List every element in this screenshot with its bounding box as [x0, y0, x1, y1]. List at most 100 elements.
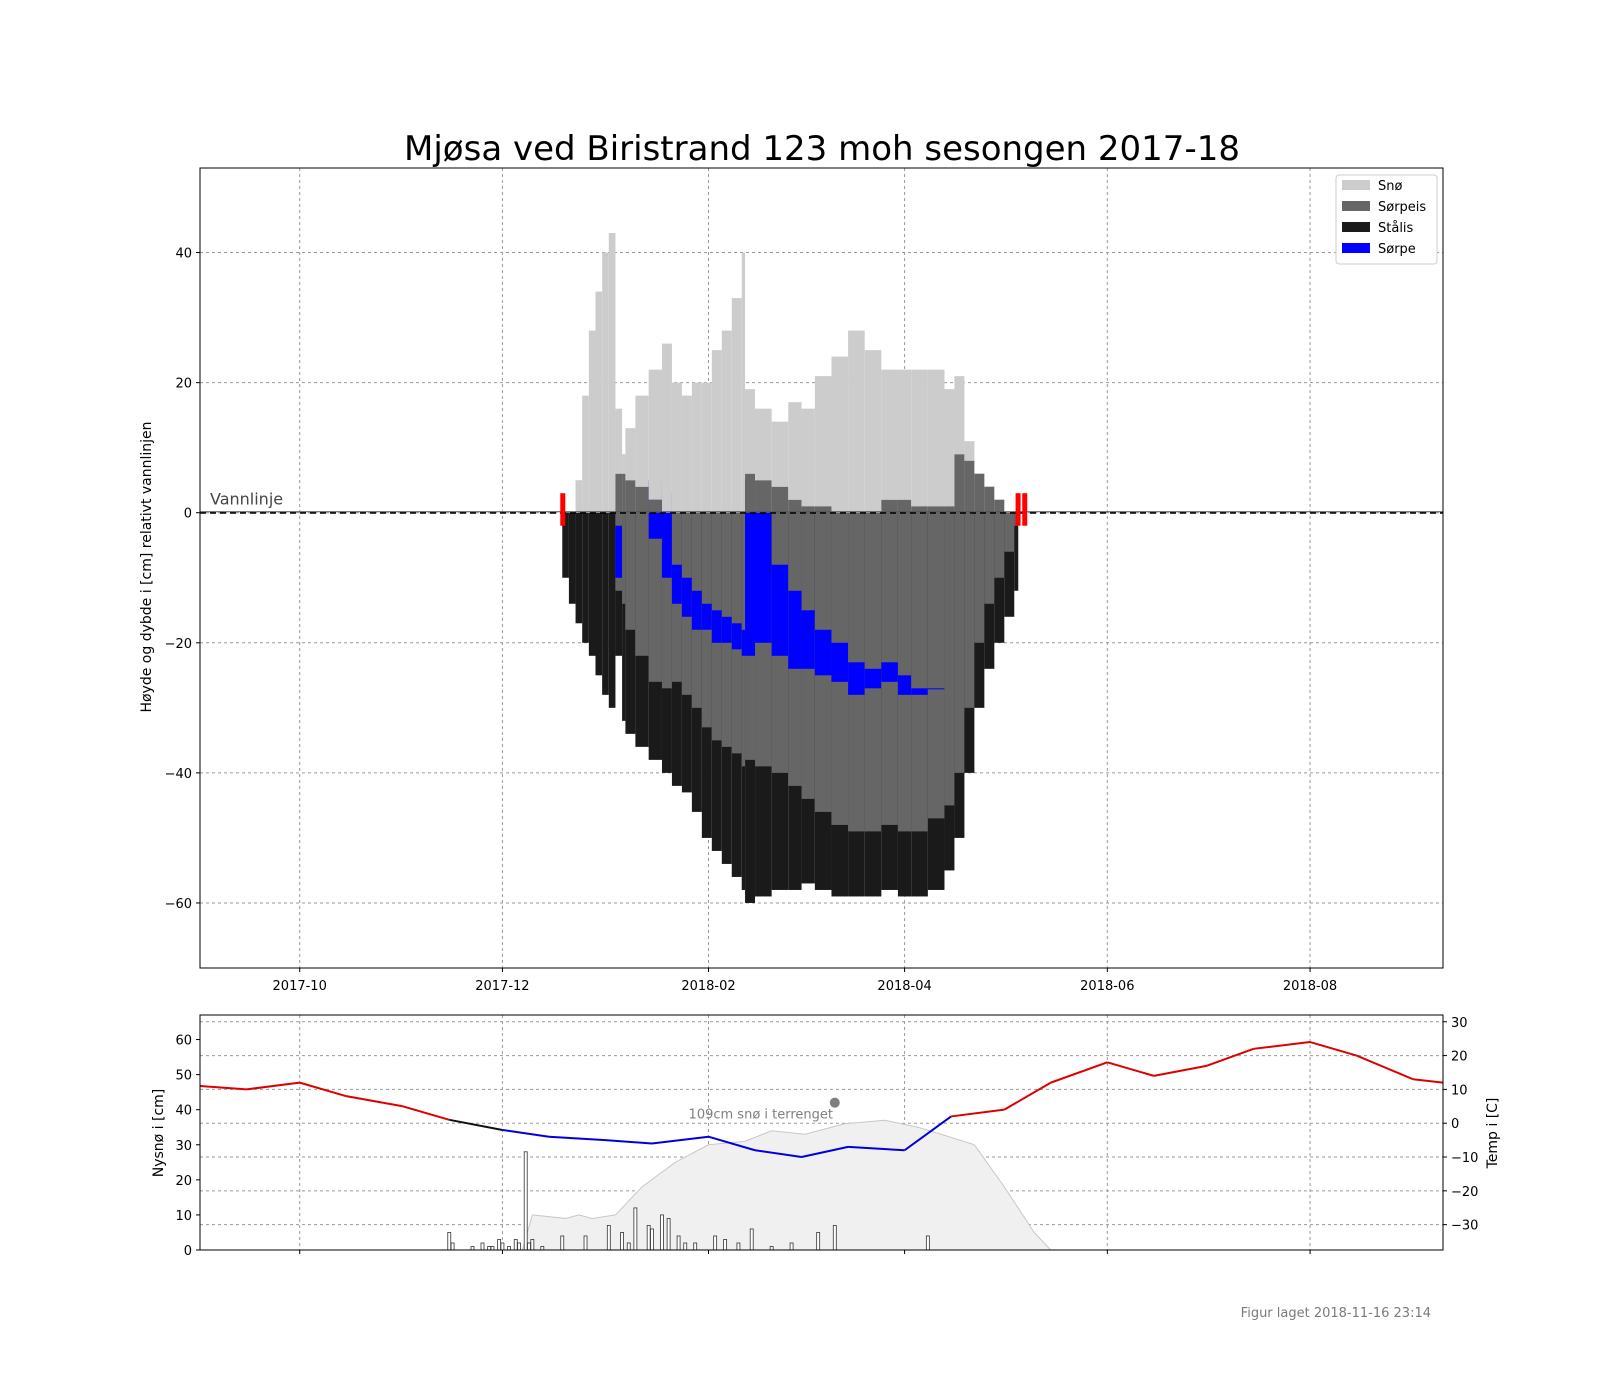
bar-sno — [691, 382, 702, 513]
bar-sno — [711, 350, 722, 513]
top-x-tick-label: 2018-06 — [1080, 979, 1134, 994]
bar-sorpeis-above — [745, 473, 756, 513]
top-extra: Vannlinje — [200, 490, 1443, 526]
bottom-y-tick-label: 60 — [175, 1034, 192, 1049]
new-snow-bar — [500, 1242, 505, 1251]
new-snow-bar — [832, 1225, 837, 1251]
bar-sorpe — [615, 525, 623, 578]
legend: Snø Sørpeis Stålis Sørpe — [1335, 174, 1438, 265]
new-snow-bar — [769, 1246, 774, 1251]
new-snow-bar — [450, 1242, 455, 1251]
bar-sorpeis-above — [625, 480, 636, 513]
bar-sno — [701, 382, 712, 513]
legend-swatch — [1342, 201, 1370, 211]
bar-sorpeis-above — [984, 486, 995, 513]
bar-sno — [927, 369, 945, 507]
temperature-segment — [708, 1135, 756, 1152]
bar-sorpe — [897, 675, 912, 695]
temperature-segment — [1309, 1041, 1357, 1057]
legend-label: Snø — [1378, 179, 1402, 194]
bar-sno — [602, 252, 609, 513]
bar-sorpeis-above — [897, 499, 912, 513]
bar-stalis — [575, 512, 583, 624]
bar-sorpeis-below — [625, 512, 636, 630]
new-snow-bar — [666, 1218, 671, 1251]
bar-sno — [671, 382, 682, 513]
bottom-y-axis-label: Nysnø i [cm] — [151, 1089, 167, 1178]
ice-off-marker — [1015, 493, 1021, 526]
temperature-segment — [950, 1108, 1005, 1118]
bar-sno — [771, 421, 789, 487]
bar-sorpeis-above — [801, 506, 815, 513]
top-x-tick-label: 2018-08 — [1283, 979, 1337, 994]
bar-sno — [582, 395, 589, 513]
bar-sno — [731, 298, 742, 513]
new-snow-bar — [676, 1235, 681, 1251]
bar-sorpeis-below — [911, 512, 928, 832]
bar-sorpeis-above — [648, 499, 662, 513]
waterline-label: Vannlinje — [210, 490, 283, 509]
terrain-snow-fill — [521, 1119, 1052, 1251]
bar-sorpe — [671, 564, 682, 604]
bar-sorpeis-below — [994, 512, 1005, 578]
terrain-snow-area — [521, 1119, 1052, 1251]
bar-sorpe — [848, 662, 865, 695]
bar-sorpe — [731, 623, 742, 650]
bar-sorpeis-above — [944, 506, 955, 513]
bar-sorpeis-below — [897, 512, 912, 832]
bar-sorpe — [661, 493, 672, 578]
bar-stalis — [1004, 512, 1015, 617]
new-snow-bar — [925, 1235, 930, 1251]
temperature-segment — [346, 1095, 403, 1108]
new-snow-bar — [523, 1151, 528, 1251]
bottom-y-tick-label: 40 — [175, 1104, 192, 1119]
temperature-line — [199, 1041, 1444, 1159]
temperature-segment — [1412, 1078, 1444, 1084]
bottom-y-tick-label: 0 — [184, 1244, 192, 1259]
bar-sno — [741, 252, 746, 513]
top-plot-frame — [199, 167, 1444, 969]
temperature-segment — [502, 1128, 550, 1138]
bar-sno — [897, 369, 912, 500]
bar-sorpeis-below — [927, 512, 945, 819]
chart-title: Mjøsa ved Biristrand 123 moh sesongen 20… — [404, 129, 1240, 169]
bar-sorpe — [755, 512, 772, 643]
legend-label: Sørpeis — [1378, 200, 1426, 215]
bar-sorpe — [721, 616, 732, 643]
bar-sorpeis-above — [911, 506, 928, 513]
bar-sorpeis-above — [927, 506, 945, 513]
bar-sorpeis-above — [635, 486, 649, 513]
bottom-y-tick-label: 20 — [175, 1174, 192, 1189]
bar-sno — [801, 408, 815, 507]
figure-timestamp: Figur laget 2018-11-16 23:14 — [1240, 1306, 1431, 1321]
new-snow-bar — [736, 1242, 741, 1251]
temperature-segment — [449, 1118, 503, 1131]
bar-sorpeis-above — [788, 499, 802, 513]
bar-sno — [745, 389, 756, 474]
new-snow-bar — [723, 1239, 728, 1251]
bar-sorpeis-below — [661, 512, 672, 689]
temperature-segment — [1003, 1081, 1052, 1111]
temperature-segment — [1356, 1054, 1414, 1081]
top-y-tick-label: −40 — [165, 767, 192, 782]
bottom-y-tick-label: 50 — [175, 1069, 192, 1084]
new-snow-bar — [513, 1239, 518, 1251]
legend-swatch — [1342, 180, 1370, 190]
new-snow-bar — [749, 1228, 754, 1251]
bottom-right-tick-label: −20 — [1451, 1185, 1478, 1200]
new-snow-bar — [530, 1239, 535, 1251]
terrain-snow-marker — [829, 1097, 840, 1108]
temperature-segment — [605, 1139, 653, 1145]
new-snow-bar — [560, 1235, 565, 1251]
bar-stalis — [602, 512, 609, 695]
bar-sno — [635, 395, 649, 487]
bottom-right-tick-label: 10 — [1451, 1083, 1468, 1098]
temperature-segment — [848, 1145, 905, 1152]
temperature-segment — [904, 1115, 952, 1152]
new-snow-bar — [517, 1242, 521, 1251]
new-snow-bar — [583, 1235, 588, 1251]
legend-swatch — [1342, 222, 1370, 232]
bar-sno — [588, 330, 596, 513]
top-y-tick-label: 20 — [175, 377, 192, 392]
